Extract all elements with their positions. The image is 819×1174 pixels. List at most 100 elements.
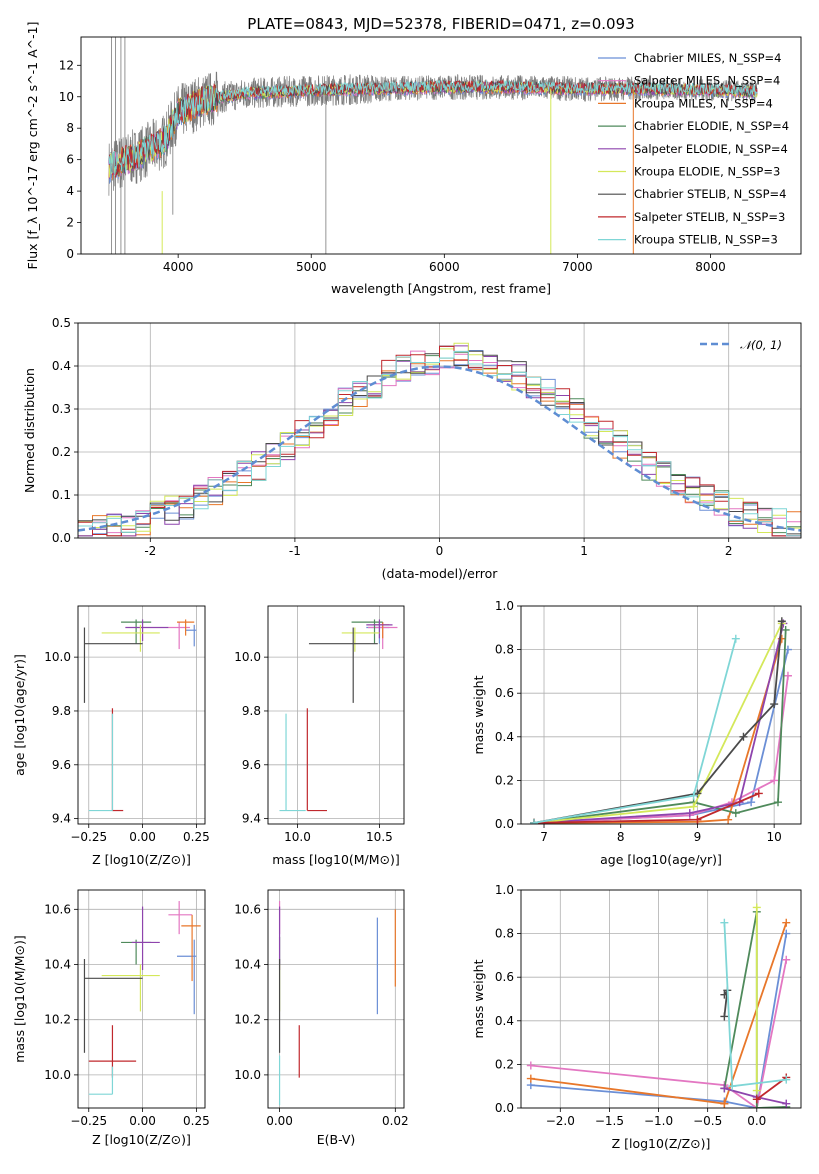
mass-weight-marker — [720, 918, 729, 927]
legend-label-5: Kroupa ELODIE, N_SSP=3 — [634, 165, 780, 179]
mass-weight-marker — [728, 1082, 737, 1091]
panel-age_vs_Z: −0.25 0.00 0.25 9.4 9.6 9.8 10.0 Z [log10(Z/Z⊙)… — [12, 605, 210, 867]
y-tick-label: 9.6 — [52, 758, 71, 772]
x-tick-label: 2 — [725, 544, 733, 558]
panel-mw_vs_age: 7 8 9 10 0.0 0.2 0.4 0.6 0.8 1.0 age [log10(age/yr… — [471, 599, 802, 867]
legend-label-8: Kroupa STELIB, N_SSP=3 — [634, 233, 778, 247]
mass-weight-series-6 — [533, 621, 783, 824]
panel-mass_vs_Z: −0.25 0.00 0.25 10.0 10.2 10.4 10.6 Z [log10(Z/… — [12, 889, 210, 1147]
x-tick-label: 0.25 — [183, 830, 210, 844]
x-axis-label: Z [log10(Z/Z⊙)] — [92, 1132, 191, 1147]
mass-weight-marker — [693, 815, 702, 824]
x-tick-label: 10 — [767, 830, 782, 844]
figure-title: PLATE=0843, MJD=52378, FIBERID=0471, z=0… — [247, 15, 634, 33]
x-tick-label: −0.25 — [70, 1114, 107, 1128]
x-tick-label: 8000 — [695, 260, 726, 274]
x-tick-label: −2.0 — [546, 1114, 575, 1128]
mass-weight-series-1 — [530, 959, 788, 1108]
legend-label-6: Chabrier STELIB, N_SSP=4 — [634, 187, 786, 201]
mass-weight-marker — [689, 802, 698, 811]
residual-hist-7 — [78, 345, 801, 537]
y-tick-label: 1.0 — [495, 599, 514, 613]
y-tick-label: 0.8 — [495, 643, 514, 657]
mass-weight-series-2 — [533, 638, 783, 824]
x-tick-label: 10.5 — [366, 830, 393, 844]
legend-label-3: Chabrier ELODIE, N_SSP=4 — [634, 119, 789, 133]
y-tick-label: 10.0 — [44, 1068, 71, 1082]
y-tick-label: 0.6 — [495, 686, 514, 700]
axes-frame — [520, 605, 802, 825]
axes-frame — [520, 889, 802, 1109]
x-tick-label: 8 — [617, 830, 625, 844]
mass-weight-marker — [781, 625, 790, 634]
legend-label-normal: 𝒩(0, 1) — [740, 338, 782, 352]
x-axis-label: (data-model)/error — [382, 566, 499, 581]
axes-frame — [267, 889, 405, 1109]
normal-reference-curve — [78, 365, 801, 532]
y-tick-label: 0.6 — [495, 970, 514, 984]
y-tick-label: 0.4 — [52, 359, 71, 373]
axes-frame — [267, 605, 405, 825]
legend-label-4: Salpeter ELODIE, N_SSP=4 — [634, 142, 788, 156]
mass-weight-marker — [782, 918, 791, 927]
y-tick-label: 2 — [66, 216, 74, 230]
plot-area-spectrum — [108, 37, 758, 254]
mass-weight-marker — [689, 791, 698, 800]
y-tick-label: 10.2 — [234, 1013, 261, 1027]
mass-weight-marker — [777, 617, 786, 626]
mass-weight-marker — [739, 732, 748, 741]
y-tick-label: 10.0 — [44, 650, 71, 664]
y-tick-label: 10.6 — [234, 902, 261, 916]
mass-weight-marker — [724, 815, 733, 824]
y-tick-label: 0.0 — [495, 817, 514, 831]
x-tick-label: 5000 — [296, 260, 327, 274]
x-tick-label: 10.0 — [284, 830, 311, 844]
mass-weight-marker — [752, 1104, 761, 1108]
x-axis-label: wavelength [Angstrom, rest frame] — [331, 281, 551, 296]
x-tick-label: 0.0 — [747, 1114, 766, 1128]
model-spectrum-8 — [108, 79, 758, 179]
axes-frame — [80, 36, 802, 255]
x-tick-label: 1 — [580, 544, 588, 558]
mass-weight-marker — [530, 818, 539, 824]
y-tick-label: 0.5 — [52, 316, 71, 330]
y-tick-label: 10 — [59, 90, 74, 104]
legend-label-2: Kroupa MILES, N_SSP=4 — [634, 96, 773, 110]
mass-weight-marker — [720, 1012, 729, 1021]
y-tick-label: 0.0 — [495, 1101, 514, 1115]
mass-weight-marker — [731, 809, 740, 818]
y-tick-label: 12 — [59, 58, 74, 72]
panel-mw_vs_Z: −2.0 −1.5 −1.0 −0.5 0.0 0.0 0.2 0.4 0.6 0.8 1.0 Z [… — [471, 883, 802, 1151]
axes-frame — [77, 322, 802, 539]
x-tick-label: 9 — [694, 830, 702, 844]
y-tick-label: 4 — [66, 184, 74, 198]
plot-area-age_vs_Z — [83, 619, 197, 812]
y-tick-label: 0.3 — [52, 402, 71, 416]
mass-weight-marker — [720, 1099, 729, 1108]
x-tick-label: 7000 — [562, 260, 593, 274]
mass-weight-series-0 — [530, 933, 788, 1108]
y-axis-label: mass [log10(M/M⊙)] — [12, 935, 27, 1063]
x-tick-label: 0.02 — [382, 1114, 409, 1128]
mass-weight-marker — [770, 776, 779, 785]
plot-area-mw_vs_age — [530, 617, 792, 824]
panel-residuals: -2 -1 0 1 2 0.0 0.1 0.2 0.3 0.4 0.5 (data-model)/er… — [22, 316, 802, 581]
y-tick-label: 9.8 — [52, 704, 71, 718]
plot-area-mass_vs_ebv — [278, 901, 396, 1106]
x-tick-label: −1.5 — [595, 1114, 624, 1128]
y-tick-label: 9.8 — [242, 704, 261, 718]
x-tick-label: 0 — [436, 544, 444, 558]
legend-label-0: Chabrier MILES, N_SSP=4 — [634, 51, 781, 65]
mass-weight-series-5 — [533, 623, 783, 824]
x-axis-label: mass [log10(M/M⊙)] — [272, 852, 400, 867]
panel-mass_vs_ebv: 0.00 0.02 10.0 10.2 10.4 10.6 E(B-V) — [234, 889, 409, 1147]
x-tick-label: −1.0 — [644, 1114, 673, 1128]
y-tick-label: 1.0 — [495, 883, 514, 897]
plot-area-residuals — [78, 342, 801, 537]
y-tick-label: 0.2 — [495, 1057, 514, 1071]
mass-weight-marker — [754, 789, 763, 798]
x-tick-label: 0.00 — [129, 830, 156, 844]
x-tick-label: 7 — [540, 830, 548, 844]
x-axis-label: Z [log10(Z/Z⊙)] — [612, 1136, 711, 1151]
